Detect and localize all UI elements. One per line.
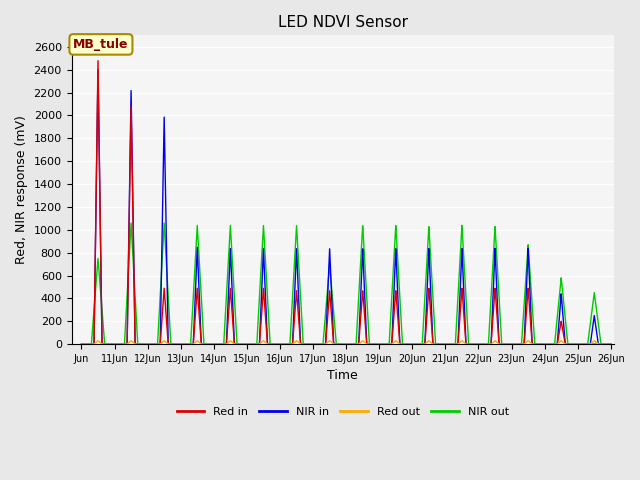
Y-axis label: Red, NIR response (mV): Red, NIR response (mV) (15, 115, 28, 264)
Title: LED NDVI Sensor: LED NDVI Sensor (278, 15, 408, 30)
Legend: Red in, NIR in, Red out, NIR out: Red in, NIR in, Red out, NIR out (172, 402, 513, 421)
Text: MB_tule: MB_tule (73, 38, 129, 51)
X-axis label: Time: Time (328, 370, 358, 383)
